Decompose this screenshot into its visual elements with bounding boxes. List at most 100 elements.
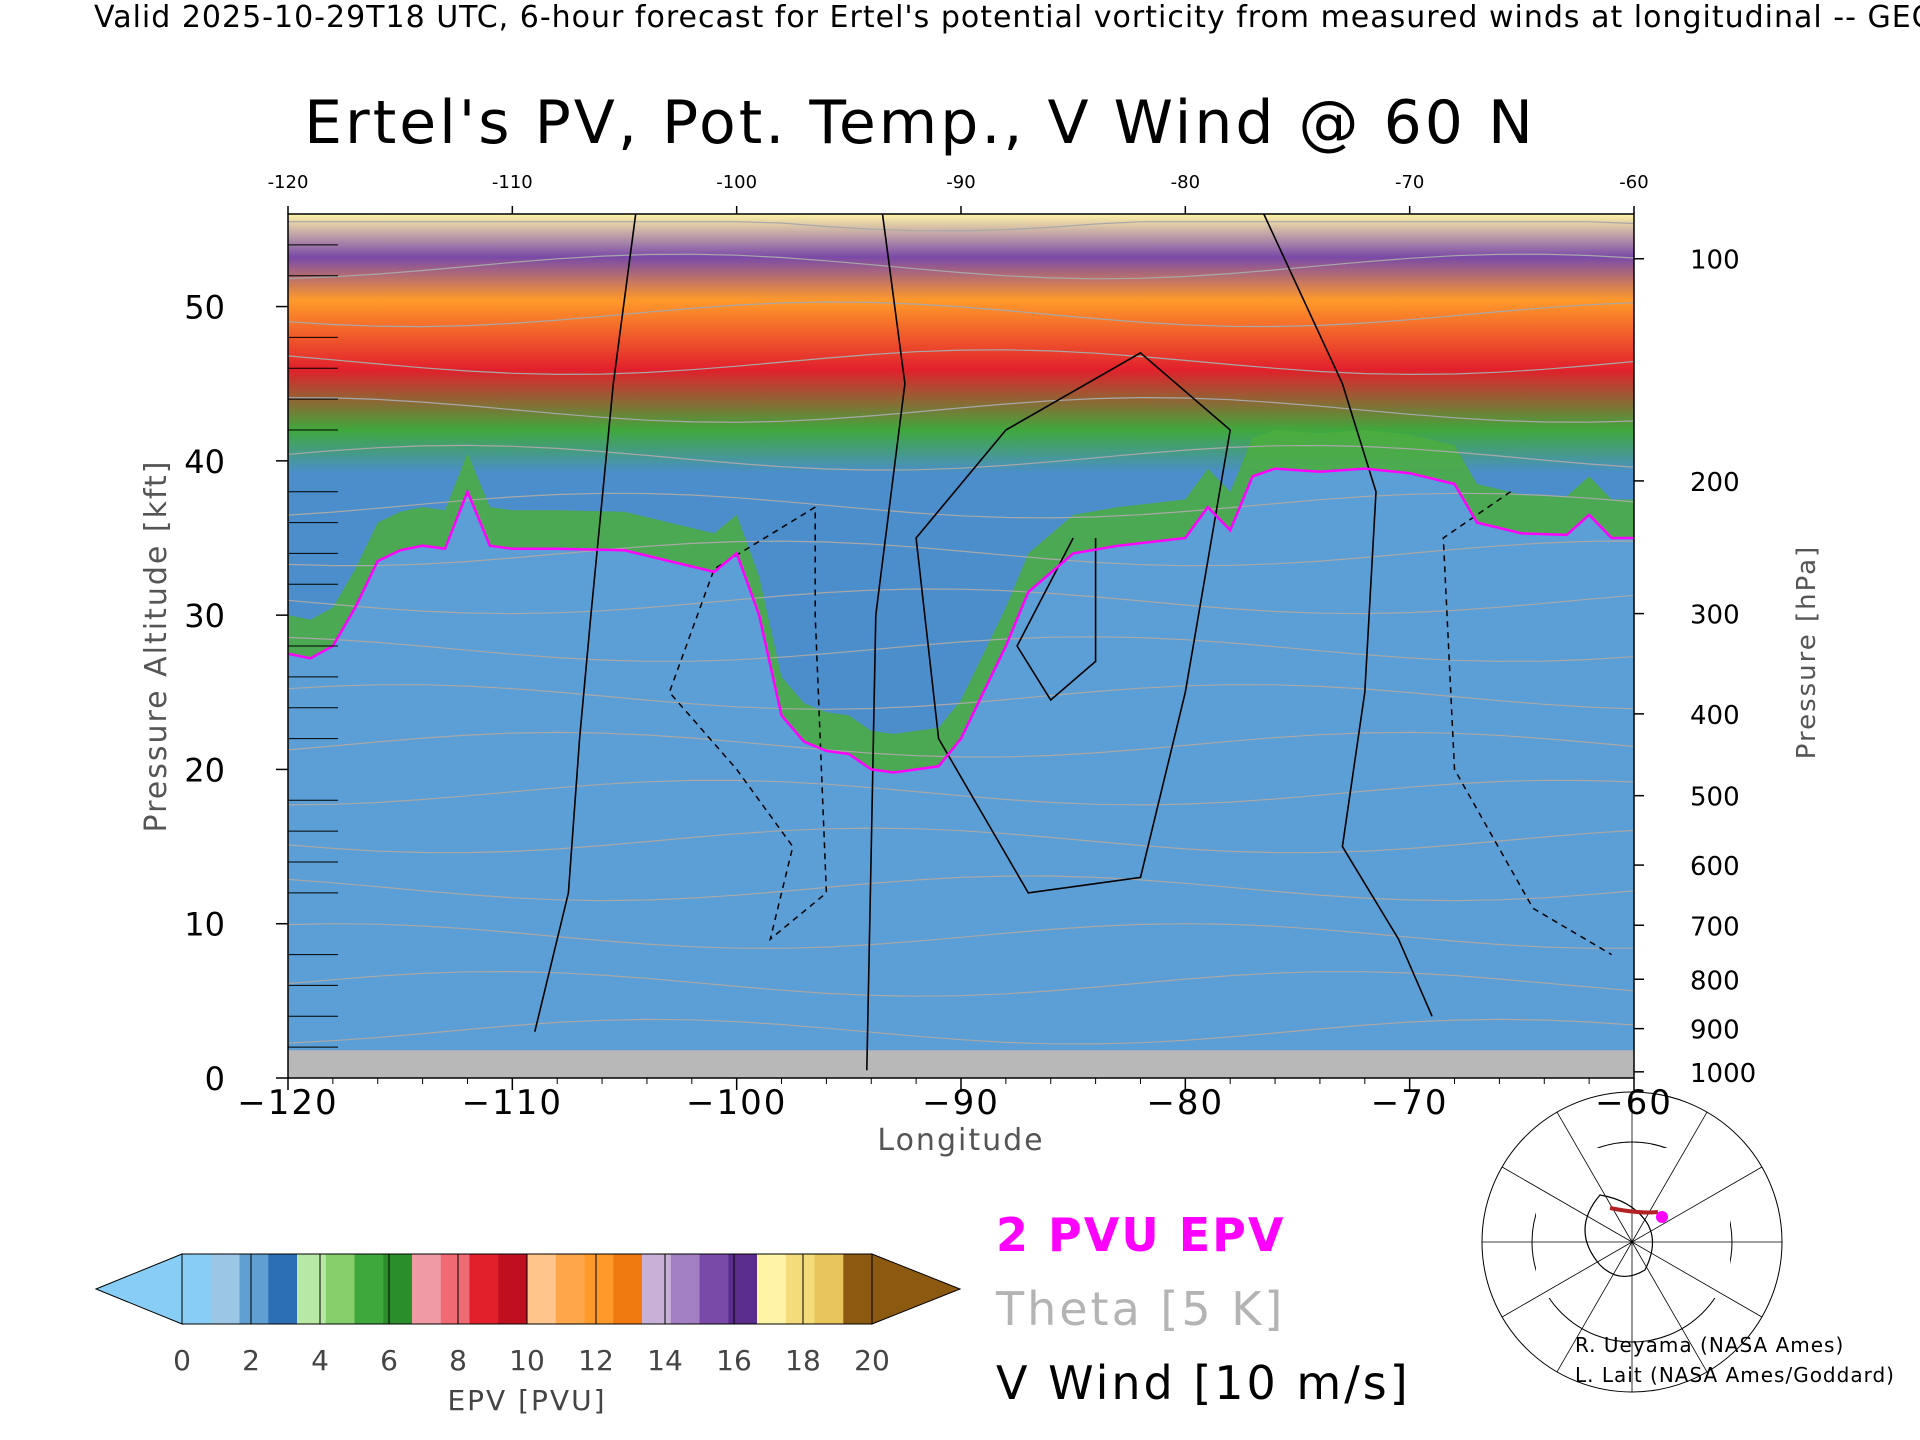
theta-isoline xyxy=(287,349,1635,376)
map-meridian xyxy=(1556,1111,1633,1243)
colorbar-segment xyxy=(843,1254,873,1324)
colorbar-segment xyxy=(670,1254,701,1324)
legend-wind: V Wind [10 m/s] xyxy=(996,1356,1411,1410)
v-wind-contour xyxy=(915,351,1232,894)
colorbar-tick-label: 8 xyxy=(449,1344,467,1377)
colorbar-segment xyxy=(469,1254,499,1324)
colorbar-segment xyxy=(757,1254,787,1324)
colorbar-segment xyxy=(412,1254,442,1324)
colorbar-tick-label: 2 xyxy=(242,1344,260,1377)
header-text: Valid 2025-10-29T18 UTC, 6-hour forecast… xyxy=(94,0,1920,35)
colorbar-segment xyxy=(297,1254,327,1324)
map-meridian xyxy=(1631,1241,1708,1373)
y-right-tick-label: 100 xyxy=(1690,246,1740,276)
x-tick-label: −120 xyxy=(237,1083,338,1123)
locator-map xyxy=(1481,1091,1783,1393)
map-meridian xyxy=(1556,1241,1633,1373)
v-wind-contour xyxy=(866,213,906,1071)
colorbar-segment xyxy=(383,1254,413,1324)
colorbar-over-arrow xyxy=(871,1253,962,1325)
colorbar-under-arrow xyxy=(94,1253,183,1325)
y-tick-label: 40 xyxy=(184,443,225,481)
theta-isoline xyxy=(287,779,1635,806)
colorbar-tick-label: 10 xyxy=(509,1344,545,1377)
y-right-tick-label: 700 xyxy=(1690,912,1740,942)
credit-line-2: L. Lait (NASA Ames/Goddard) xyxy=(1575,1363,1895,1387)
theta-isoline xyxy=(287,253,1635,280)
theta-isoline xyxy=(288,221,1635,232)
y-tick-label: 0 xyxy=(205,1060,225,1098)
colorbar-segment xyxy=(613,1254,643,1324)
v-wind-contour xyxy=(534,213,637,1032)
colorbar-tick-label: 16 xyxy=(716,1344,752,1377)
theta-isoline xyxy=(287,301,1635,328)
theta-isoline xyxy=(287,1018,1635,1045)
theta-isoline xyxy=(287,444,1635,471)
y-tick-label: 10 xyxy=(184,906,225,944)
x-tick-label-top: -70 xyxy=(1395,172,1424,193)
theta-isoline xyxy=(287,588,1635,615)
map-location-marker xyxy=(1656,1211,1668,1223)
theta-isoline xyxy=(287,970,1635,997)
colorbar-segment xyxy=(210,1254,241,1324)
v-wind-contour-negative xyxy=(1442,491,1612,956)
map-clip xyxy=(1536,1148,1730,1298)
colorbar-tick-label: 4 xyxy=(311,1344,329,1377)
ground-region xyxy=(288,1050,1634,1078)
x-tick-label-top: -100 xyxy=(716,172,757,193)
y-right-tick-label: 1000 xyxy=(1690,1059,1756,1089)
x-tick-label-top: -60 xyxy=(1619,172,1648,193)
colorbar-segment xyxy=(699,1254,729,1324)
theta-isoline xyxy=(287,827,1635,854)
colorbar-tick-label: 12 xyxy=(578,1344,614,1377)
colorbar-segment xyxy=(440,1254,471,1324)
colorbar-label: EPV [PVU] xyxy=(447,1384,606,1417)
x-tick-label-top: -120 xyxy=(268,172,309,193)
x-axis-label: Longitude xyxy=(877,1123,1044,1158)
x-tick-label-top: -90 xyxy=(946,172,975,193)
theta-isoline xyxy=(287,684,1635,710)
theta-isoline xyxy=(287,636,1635,663)
colorbar-segment xyxy=(555,1254,586,1324)
colorbar-tick-label: 20 xyxy=(854,1344,890,1377)
v-wind-contour xyxy=(1263,213,1433,1017)
y-right-tick-label: 400 xyxy=(1690,701,1740,731)
troposphere-region xyxy=(288,468,1634,1079)
colorbar-segment xyxy=(325,1254,356,1324)
colorbar-segment xyxy=(728,1254,758,1324)
x-tick-label: −80 xyxy=(1146,1083,1224,1123)
colorbar-tick-label: 0 xyxy=(173,1344,191,1377)
colorbar-segment xyxy=(584,1254,614,1324)
map-meridian xyxy=(1631,1111,1708,1243)
legend-pvu: 2 PVU EPV xyxy=(996,1208,1286,1262)
x-tick-label-top: -80 xyxy=(1171,172,1200,193)
colorbar-segment xyxy=(239,1254,269,1324)
y-right-tick-label: 500 xyxy=(1690,783,1740,813)
chart-title: Ertel's PV, Pot. Temp., V Wind @ 60 N xyxy=(304,88,1536,158)
colorbar-tick-label: 18 xyxy=(785,1344,821,1377)
theta-isoline xyxy=(287,540,1635,567)
theta-isoline xyxy=(287,875,1635,902)
x-tick-label: −60 xyxy=(1595,1083,1673,1123)
x-tick-label: −70 xyxy=(1371,1083,1449,1123)
map-meridian xyxy=(1631,1241,1763,1318)
map-meridian xyxy=(1501,1166,1633,1243)
x-tick-label: −100 xyxy=(686,1083,787,1123)
colorbar-tick-label: 14 xyxy=(647,1344,683,1377)
x-tick-label-top: -110 xyxy=(492,172,533,193)
map-meridian xyxy=(1501,1241,1633,1318)
colorbar-segment xyxy=(354,1254,384,1324)
y-right-tick-label: 600 xyxy=(1690,852,1740,882)
plot-area xyxy=(287,213,1635,1079)
y-tick-label: 20 xyxy=(184,751,225,789)
colorbar-segment xyxy=(498,1254,528,1324)
colorbar-segment xyxy=(785,1254,816,1324)
colorbar-segment xyxy=(814,1254,844,1324)
y-axis-label-left: Pressure Altitude [kft] xyxy=(139,460,174,833)
credit-line-1: R. Ueyama (NASA Ames) xyxy=(1575,1333,1845,1357)
colorbar-segment xyxy=(527,1254,557,1324)
map-cross-section-path xyxy=(1609,1206,1659,1215)
y-right-tick-label: 300 xyxy=(1690,601,1740,631)
y-right-tick-label: 900 xyxy=(1690,1016,1740,1046)
